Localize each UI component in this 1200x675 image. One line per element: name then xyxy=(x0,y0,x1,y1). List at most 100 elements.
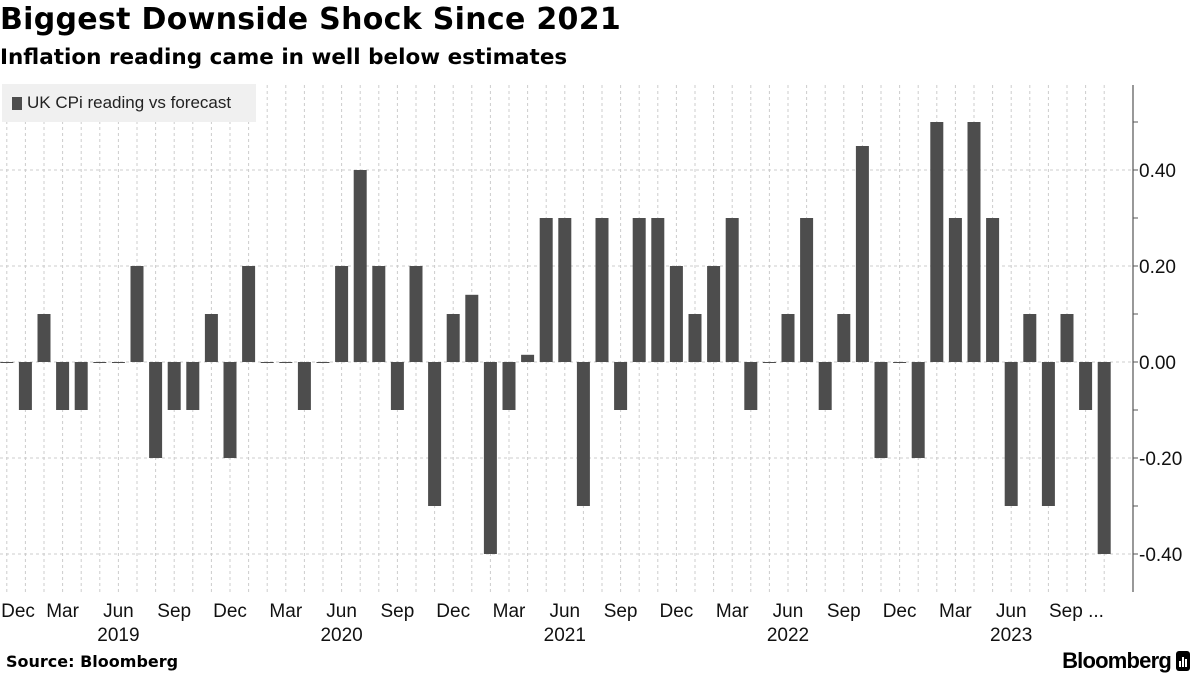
x-tick-label: Jun xyxy=(103,601,134,622)
bar xyxy=(316,362,330,363)
bar xyxy=(186,362,200,410)
chart-title: Biggest Downside Shock Since 2021 xyxy=(0,2,622,37)
x-tick-label: Mar xyxy=(46,601,79,622)
y-tick-label: 0.20 xyxy=(1139,257,1176,278)
bar xyxy=(781,314,795,362)
x-tick-label: Dec xyxy=(213,601,247,622)
x-tick-label: Mar xyxy=(493,601,526,622)
x-year-label: 2021 xyxy=(544,625,586,646)
bar xyxy=(688,314,702,362)
chart-subtitle: Inflation reading came in well below est… xyxy=(0,45,568,70)
legend-label: UK CPi reading vs forecast xyxy=(27,93,232,112)
x-year-label: 2023 xyxy=(990,625,1032,646)
bar xyxy=(130,266,144,362)
bar xyxy=(446,314,460,362)
x-tick-label: Sep xyxy=(380,601,414,622)
bar xyxy=(74,362,88,410)
bar xyxy=(911,362,925,458)
x-year-label: 2019 xyxy=(97,625,139,646)
chart-icon xyxy=(1176,651,1190,671)
y-tick-label: -0.40 xyxy=(1139,545,1182,566)
bar xyxy=(409,266,423,362)
bar xyxy=(372,266,386,362)
bar xyxy=(744,362,758,410)
x-tick-label: Sep ... xyxy=(1049,601,1104,622)
bar-chart: 0.40 0.20 0.00 -0.20 -0.40 Dec Mar Jun Sep Dec Mar… xyxy=(0,85,1182,646)
x-tick-label: Dec xyxy=(660,601,694,622)
x-tick-label: Sep xyxy=(827,601,861,622)
bloomberg-logo: Bloomberg xyxy=(1062,648,1190,674)
bar xyxy=(1041,362,1055,506)
bar xyxy=(930,122,944,362)
bar xyxy=(279,362,293,363)
x-tick-label: Dec xyxy=(436,601,470,622)
bar xyxy=(558,218,572,362)
bar xyxy=(669,266,683,362)
bar xyxy=(762,362,776,363)
bar xyxy=(353,170,367,362)
bar xyxy=(967,122,981,362)
logo-wordmark: Bloomberg xyxy=(1062,648,1172,673)
legend-swatch xyxy=(12,96,22,110)
bar xyxy=(1023,314,1037,362)
bar xyxy=(576,362,590,506)
x-tick-label: Mar xyxy=(716,601,749,622)
x-year-label: 2022 xyxy=(767,625,809,646)
bar xyxy=(855,146,869,362)
x-tick-label: Sep xyxy=(157,601,191,622)
bar xyxy=(242,266,256,362)
x-tick-label: Jun xyxy=(326,601,357,622)
bar xyxy=(1004,362,1018,506)
bar xyxy=(595,218,609,362)
bar xyxy=(56,362,70,410)
bar xyxy=(948,218,962,362)
bar xyxy=(502,362,516,410)
source-note: Source: Bloomberg xyxy=(6,652,179,671)
bar xyxy=(874,362,888,458)
bar xyxy=(93,362,107,363)
bar xyxy=(260,362,274,363)
bar xyxy=(725,218,739,362)
bar xyxy=(1097,362,1111,554)
bar xyxy=(483,362,497,554)
bar xyxy=(111,362,125,363)
bar xyxy=(390,362,404,410)
bar xyxy=(0,362,14,363)
bar xyxy=(149,362,163,458)
bar xyxy=(539,218,553,362)
legend: UK CPi reading vs forecast xyxy=(2,84,256,122)
bar xyxy=(521,354,535,362)
bar xyxy=(1079,362,1093,410)
bar xyxy=(18,362,32,410)
x-tick-label: Mar xyxy=(939,601,972,622)
bar xyxy=(614,362,628,410)
x-tick-label: Dec xyxy=(883,601,917,622)
bar xyxy=(818,362,832,410)
bar xyxy=(800,218,814,362)
x-tick-label: Mar xyxy=(269,601,302,622)
bar xyxy=(986,218,1000,362)
bar xyxy=(428,362,442,506)
bar xyxy=(893,362,907,363)
bar xyxy=(223,362,237,458)
bar xyxy=(465,294,479,362)
bar xyxy=(651,218,665,362)
x-tick-label: Jun xyxy=(773,601,804,622)
x-tick-label: Jun xyxy=(549,601,580,622)
bar xyxy=(837,314,851,362)
x-tick-label: Dec xyxy=(1,601,35,622)
y-tick-label: 0.40 xyxy=(1139,161,1176,182)
bar xyxy=(204,314,218,362)
bar xyxy=(335,266,349,362)
bar xyxy=(37,314,51,362)
bar xyxy=(297,362,311,410)
y-tick-label: -0.20 xyxy=(1139,449,1182,470)
x-tick-label: Sep xyxy=(604,601,638,622)
bar xyxy=(632,218,646,362)
bar xyxy=(707,266,721,362)
bar xyxy=(167,362,181,410)
y-tick-label: 0.00 xyxy=(1139,353,1176,374)
x-tick-label: Jun xyxy=(996,601,1027,622)
x-year-label: 2020 xyxy=(320,625,362,646)
bar xyxy=(1060,314,1074,362)
